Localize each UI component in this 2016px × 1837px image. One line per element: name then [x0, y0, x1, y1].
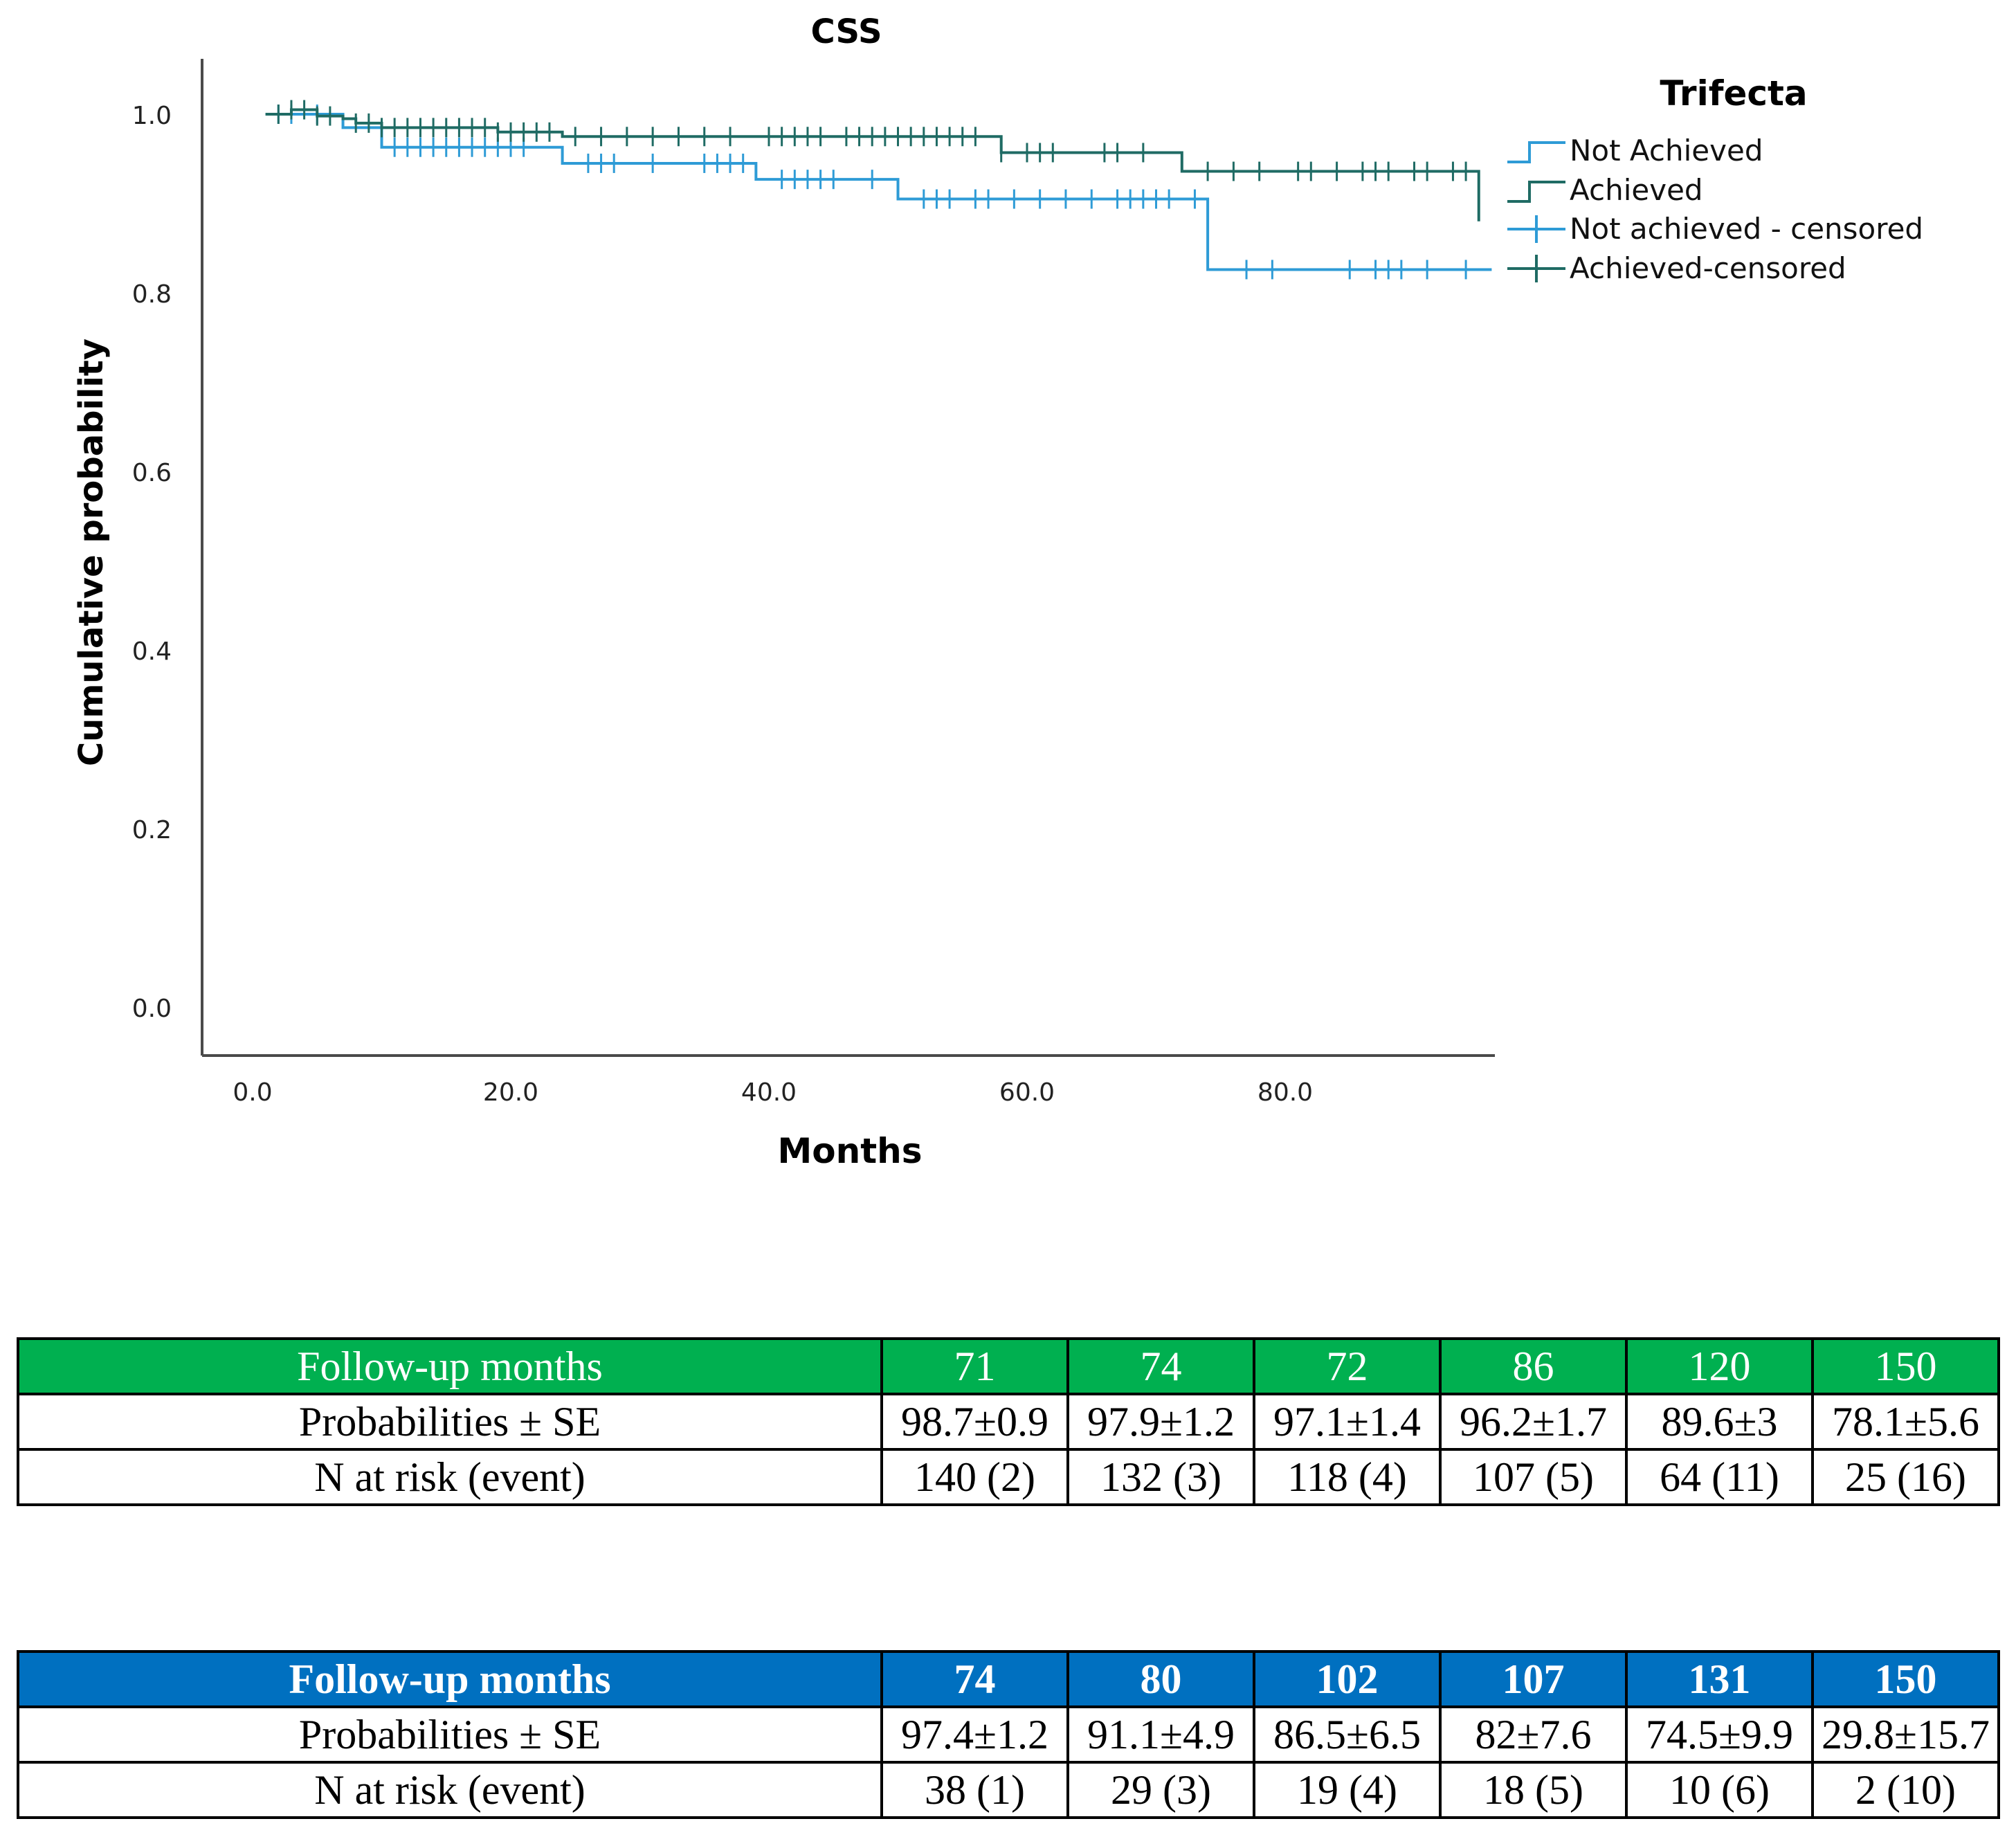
y-axis-label: Cumulative probability	[72, 338, 111, 766]
y-tick-label: 0.4	[132, 637, 172, 666]
table-cell: 64 (11)	[1625, 1448, 1814, 1506]
legend-step-symbol	[1507, 141, 1565, 163]
series-not-achieved	[265, 105, 1492, 280]
table-cell: 91.1±4.9	[1066, 1705, 1255, 1764]
table-header-row: Follow-up months 71 74 72 86 120 150	[17, 1337, 2000, 1395]
legend-label: Not Achieved	[1570, 134, 1763, 168]
table-header-cell: 131	[1625, 1650, 1814, 1708]
legend-item: Achieved	[1507, 173, 1703, 207]
table-cell: N at risk (event)	[17, 1761, 883, 1819]
x-tick-label: 20.0	[483, 1078, 538, 1107]
y-tick-label: 0.0	[132, 995, 172, 1023]
legend-item: Achieved-censored	[1507, 251, 1846, 285]
series-layer	[265, 100, 1492, 280]
table-cell: Probabilities ± SE	[17, 1705, 883, 1764]
table-row: N at risk (event) 140 (2) 132 (3) 118 (4) 10…	[17, 1448, 2000, 1506]
table-cell: 25 (16)	[1811, 1448, 2000, 1506]
table-header-cell: 120	[1625, 1337, 1814, 1395]
table-cell: 98.7±0.9	[880, 1393, 1069, 1451]
table-achieved: Follow-up months 71 74 72 86 120 150 Probabilit…	[17, 1337, 2000, 1506]
table-header-cell: 74	[880, 1650, 1069, 1708]
legend-item: Not Achieved	[1507, 134, 1763, 168]
series-achieved	[265, 100, 1480, 221]
x-tick-label: 40.0	[741, 1078, 797, 1107]
table-cell: 96.2±1.7	[1439, 1393, 1628, 1451]
table-cell: N at risk (event)	[17, 1448, 883, 1506]
table-header-cell: 71	[880, 1337, 1069, 1395]
x-tick-label: 80.0	[1257, 1078, 1313, 1107]
table-cell: 18 (5)	[1439, 1761, 1628, 1819]
table-cell: 97.1±1.4	[1253, 1393, 1442, 1451]
table-cell: 97.9±1.2	[1066, 1393, 1255, 1451]
axes	[201, 59, 1495, 1057]
legend-title: Trifecta	[1660, 73, 1807, 114]
table-header-cell: Follow-up months	[17, 1337, 883, 1395]
table-header-cell: 102	[1253, 1650, 1442, 1708]
table-cell: 118 (4)	[1253, 1448, 1442, 1506]
y-tick-label: 0.2	[132, 816, 172, 844]
table-cell: Probabilities ± SE	[17, 1393, 883, 1451]
table-cell: 2 (10)	[1811, 1761, 2000, 1819]
table-header-cell: 150	[1811, 1337, 2000, 1395]
x-axis-label: Months	[778, 1131, 923, 1171]
table-header-cell: 150	[1811, 1650, 2000, 1708]
table-header-cell: Follow-up months	[17, 1650, 883, 1708]
table-row: Probabilities ± SE 97.4±1.2 91.1±4.9 86.5±6…	[17, 1705, 2000, 1764]
x-tick-label: 0.0	[233, 1078, 272, 1107]
table-cell: 86.5±6.5	[1253, 1705, 1442, 1764]
table-not-achieved: Follow-up months 74 80 102 107 131 150 Probabil…	[17, 1650, 2000, 1819]
legend-item: Not achieved - censored	[1507, 212, 1923, 246]
table-cell: 82±7.6	[1439, 1705, 1628, 1764]
legend-step-symbol	[1507, 181, 1565, 203]
table-cell: 10 (6)	[1625, 1761, 1814, 1819]
km-chart: CSS 0.0 0.2 0.4 0.6 0.8 1.0 0.0 20.0 40.0 60.0 80.…	[72, 12, 1923, 1171]
tick-labels: 0.0 0.2 0.4 0.6 0.8 1.0 0.0 20.0 40.0 60.0 80.0	[132, 102, 1313, 1107]
table-header-cell: 86	[1439, 1337, 1628, 1395]
table-row: Probabilities ± SE 98.7±0.9 97.9±1.2 97.1±1…	[17, 1393, 2000, 1451]
table-cell: 89.6±3	[1625, 1393, 1814, 1451]
table-cell: 97.4±1.2	[880, 1705, 1069, 1764]
legend-label: Achieved-censored	[1570, 251, 1846, 285]
legend: Trifecta Not Achieved Achieved Not achieve…	[1507, 73, 1923, 285]
table-cell: 132 (3)	[1066, 1448, 1255, 1506]
table-cell: 74.5±9.9	[1625, 1705, 1814, 1764]
table-cell: 29.8±15.7	[1811, 1705, 2000, 1764]
y-tick-label: 0.8	[132, 280, 172, 309]
y-tick-label: 1.0	[132, 102, 172, 130]
table-header-cell: 72	[1253, 1337, 1442, 1395]
table-cell: 107 (5)	[1439, 1448, 1628, 1506]
table-cell: 140 (2)	[880, 1448, 1069, 1506]
table-header-cell: 74	[1066, 1337, 1255, 1395]
km-curve	[265, 108, 1480, 221]
y-tick-label: 0.6	[132, 459, 172, 487]
table-cell: 78.1±5.6	[1811, 1393, 2000, 1451]
table-header-cell: 80	[1066, 1650, 1255, 1708]
table-row: N at risk (event) 38 (1) 29 (3) 19 (4) 18 (5…	[17, 1761, 2000, 1819]
chart-title: CSS	[810, 12, 882, 51]
legend-label: Not achieved - censored	[1570, 212, 1923, 246]
table-header-cell: 107	[1439, 1650, 1628, 1708]
table-cell: 29 (3)	[1066, 1761, 1255, 1819]
x-tick-label: 60.0	[999, 1078, 1055, 1107]
table-cell: 19 (4)	[1253, 1761, 1442, 1819]
table-header-row: Follow-up months 74 80 102 107 131 150	[17, 1650, 2000, 1708]
table-cell: 38 (1)	[880, 1761, 1069, 1819]
legend-label: Achieved	[1570, 173, 1703, 207]
